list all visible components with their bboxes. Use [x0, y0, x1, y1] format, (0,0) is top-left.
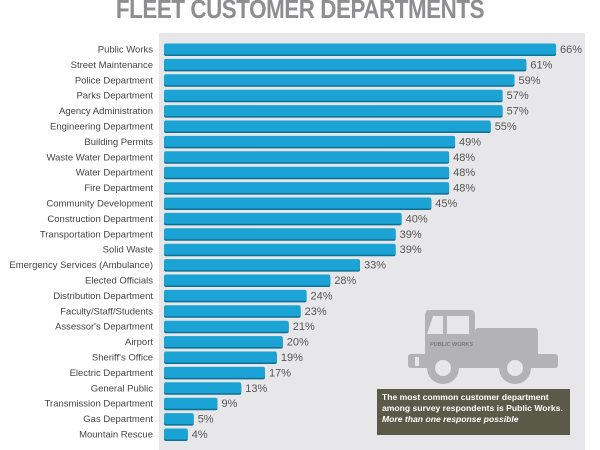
- category-label: Engineering Department: [50, 122, 153, 133]
- value-label: 59%: [518, 75, 540, 87]
- bar: [164, 397, 218, 409]
- bar: [164, 320, 289, 332]
- value-label: 21%: [293, 321, 315, 333]
- bar: [164, 105, 503, 117]
- category-label: Fire Department: [84, 183, 153, 194]
- bar: [164, 182, 450, 194]
- bar: [164, 274, 331, 286]
- category-label: Solid Waste: [103, 245, 153, 256]
- value-label: 23%: [305, 306, 327, 318]
- category-label: Airport: [125, 337, 153, 348]
- category-label: Gas Department: [83, 414, 153, 425]
- category-label: Distribution Department: [53, 291, 153, 302]
- value-label: 49%: [459, 136, 481, 148]
- category-label: Building Permits: [84, 137, 153, 148]
- value-label: 48%: [453, 167, 475, 179]
- value-label: 24%: [311, 290, 333, 302]
- value-label: 4%: [192, 429, 208, 441]
- category-label: Agency Administration: [59, 106, 153, 117]
- bar: [164, 74, 515, 86]
- value-label: 57%: [507, 106, 529, 118]
- value-label: 9%: [221, 398, 237, 410]
- category-label: Police Department: [75, 75, 154, 86]
- category-label: Water Department: [76, 168, 154, 179]
- annotation-line-2: among survey respondents is Public Works…: [382, 403, 563, 413]
- annotation-line-1: The most common customer department: [382, 392, 549, 402]
- value-label: 33%: [364, 260, 386, 272]
- bar: [164, 58, 527, 70]
- bar: [164, 120, 491, 132]
- category-label: Elected Officials: [85, 276, 153, 287]
- annotation-note: More than one response possible: [382, 414, 519, 424]
- bar: [164, 89, 503, 101]
- value-label: 48%: [453, 183, 475, 195]
- category-label: Public Works: [98, 45, 154, 56]
- category-label: General Public: [91, 383, 154, 394]
- value-label: 28%: [334, 275, 356, 287]
- value-label: 19%: [281, 352, 303, 364]
- category-label: Assessor's Department: [55, 322, 153, 333]
- category-label: Transportation Department: [40, 229, 154, 240]
- bar: [164, 366, 265, 378]
- truck-icon: PUBLIC WORKS: [408, 310, 558, 384]
- value-label: 5%: [198, 414, 214, 426]
- value-label: 55%: [495, 121, 517, 133]
- value-label: 45%: [435, 198, 457, 210]
- bar: [164, 135, 456, 147]
- category-label: Emergency Services (Ambulance): [9, 260, 153, 271]
- category-label: Street Maintenance: [71, 60, 153, 71]
- category-label: Construction Department: [47, 214, 153, 225]
- bar: [164, 413, 194, 425]
- bar: [164, 166, 450, 178]
- bar: [164, 43, 557, 55]
- category-label: Waste Water Department: [47, 152, 154, 163]
- category-label: Faculty/Staff/Students: [60, 306, 153, 317]
- bar: [164, 228, 396, 240]
- bar: [164, 428, 188, 440]
- bar: [164, 212, 402, 224]
- value-label: 39%: [400, 229, 422, 241]
- value-label: 17%: [269, 367, 291, 379]
- bar: [164, 305, 301, 317]
- category-label: Electric Department: [70, 368, 154, 379]
- bar: [164, 336, 283, 348]
- value-label: 61%: [530, 59, 552, 71]
- bar: [164, 151, 450, 163]
- bar: [164, 197, 432, 209]
- category-label: Parks Department: [76, 91, 153, 102]
- value-label: 48%: [453, 152, 475, 164]
- bar: [164, 382, 242, 394]
- truck-door-text: PUBLIC WORKS: [430, 342, 473, 348]
- value-label: 57%: [507, 90, 529, 102]
- annotation-box: The most common customer department amon…: [377, 389, 570, 435]
- category-label: Transmission Department: [45, 399, 154, 410]
- bar: [164, 289, 307, 301]
- category-label: Mountain Rescue: [79, 430, 153, 441]
- category-label: Sheriff's Office: [92, 353, 153, 364]
- value-label: 20%: [287, 337, 309, 349]
- bar: [164, 351, 277, 363]
- value-label: 66%: [560, 44, 582, 56]
- chart-title: FLEET CUSTOMER DEPARTMENTS: [115, 0, 485, 24]
- value-label: 39%: [400, 244, 422, 256]
- bar: [164, 243, 396, 255]
- value-label: 13%: [245, 383, 267, 395]
- value-label: 40%: [406, 213, 428, 225]
- category-label: Community Development: [46, 199, 153, 210]
- bar: [164, 259, 361, 271]
